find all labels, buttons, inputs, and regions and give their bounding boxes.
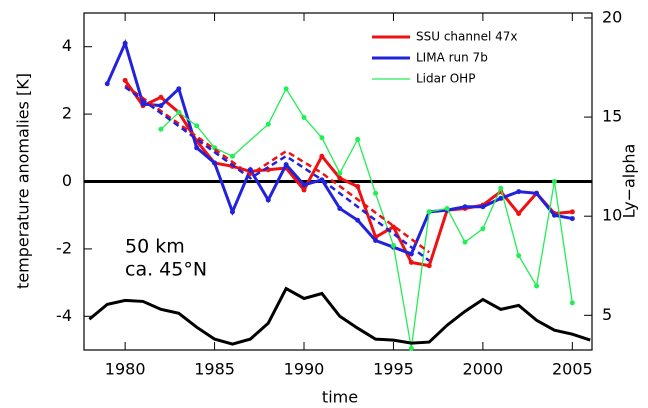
- point: [480, 226, 486, 232]
- series-line: [160, 87, 573, 349]
- y2-tick-label: 10: [602, 206, 622, 225]
- point: [462, 239, 468, 245]
- point: [158, 94, 164, 100]
- point: [229, 209, 235, 215]
- y-tick-label: 2: [62, 104, 72, 123]
- point: [140, 101, 146, 107]
- y2-axis-label: Ly−alpha: [620, 144, 639, 219]
- x-tick-label: 1985: [194, 360, 235, 379]
- y-tick-label: 0: [62, 171, 72, 190]
- point: [355, 217, 361, 223]
- point: [462, 204, 468, 210]
- trend-line: [124, 84, 430, 254]
- point: [551, 212, 557, 218]
- point: [355, 184, 361, 190]
- point: [390, 224, 396, 230]
- point: [122, 77, 128, 83]
- annotation: ca. 45°N: [125, 259, 207, 281]
- point: [247, 167, 253, 173]
- point: [516, 253, 522, 259]
- point: [498, 185, 504, 191]
- y-axis-label: temperature anomalies [K]: [14, 73, 33, 289]
- point: [283, 86, 289, 92]
- point: [337, 170, 343, 176]
- point: [194, 145, 200, 151]
- point: [569, 300, 575, 306]
- point: [408, 345, 414, 351]
- x-axis-label: time: [322, 388, 358, 407]
- x-tick-label: 1990: [284, 360, 325, 379]
- point: [373, 190, 379, 196]
- y-tick-label: -2: [56, 238, 72, 257]
- point: [373, 237, 379, 243]
- point: [319, 153, 325, 159]
- y2-tick-label: 5: [602, 305, 612, 324]
- point: [551, 179, 557, 184]
- x-tick-label: 1995: [373, 360, 414, 379]
- point: [390, 243, 396, 249]
- point: [301, 114, 307, 120]
- annotation: 50 km: [125, 236, 185, 258]
- point: [158, 103, 164, 109]
- legend-label: SSU channel 47x: [416, 30, 518, 44]
- point: [265, 197, 271, 203]
- point: [265, 121, 271, 127]
- point: [212, 160, 218, 166]
- point: [122, 40, 128, 46]
- legend-label: Lidar OHP: [416, 72, 475, 86]
- y-tick-label: -4: [56, 306, 72, 325]
- series-line: [88, 286, 591, 346]
- point: [534, 190, 540, 196]
- point: [569, 216, 575, 222]
- point: [408, 251, 414, 257]
- series-line: [105, 38, 573, 256]
- series-line: [123, 79, 573, 268]
- point: [516, 211, 522, 217]
- point: [319, 135, 325, 141]
- point: [426, 263, 432, 269]
- point: [444, 205, 450, 211]
- x-tick-label: 1980: [105, 360, 146, 379]
- point: [301, 182, 307, 188]
- point: [337, 175, 343, 181]
- point: [426, 209, 432, 215]
- point: [176, 109, 182, 115]
- point: [176, 86, 182, 92]
- point: [301, 187, 307, 193]
- point: [569, 209, 575, 215]
- point: [229, 153, 235, 159]
- y2-tick-label: 20: [602, 7, 622, 26]
- y2-tick-label: 15: [602, 107, 622, 126]
- legend-label: LIMA run 7b: [416, 51, 488, 65]
- trend-line: [124, 86, 430, 262]
- point: [337, 205, 343, 211]
- point: [158, 126, 164, 132]
- x-tick-label: 2000: [463, 360, 504, 379]
- point: [534, 283, 540, 289]
- y-tick-label: 4: [62, 36, 72, 55]
- point: [104, 81, 110, 87]
- point: [516, 189, 522, 195]
- point: [355, 136, 361, 142]
- point: [408, 259, 414, 265]
- x-tick-label: 2005: [552, 360, 593, 379]
- point: [194, 123, 200, 129]
- point: [283, 162, 289, 168]
- point: [498, 195, 504, 201]
- point: [480, 204, 486, 210]
